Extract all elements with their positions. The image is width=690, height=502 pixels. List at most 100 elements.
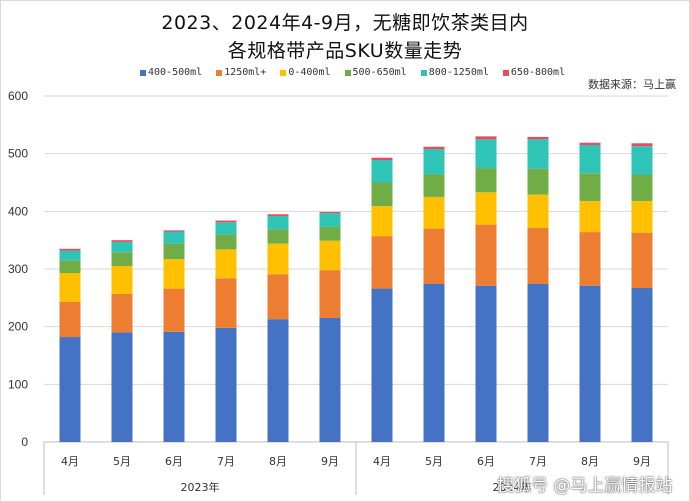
bar-segment	[527, 136, 549, 140]
y-tick-label: 0	[21, 435, 28, 449]
bar-segment	[579, 232, 601, 286]
bar-segment	[163, 331, 185, 442]
bar-segment	[267, 215, 289, 230]
bar-segment	[371, 206, 393, 237]
y-tick-label: 500	[8, 147, 28, 161]
bar-segment	[631, 200, 653, 233]
watermark: 搜狐号 @马上赢情报站	[497, 476, 673, 496]
bar-segment	[215, 327, 237, 442]
bar-segment	[267, 229, 289, 244]
legend-item: 0-400ml	[280, 67, 331, 78]
bar-segment	[579, 200, 601, 233]
bar-segment	[59, 260, 81, 274]
legend-swatch	[280, 69, 287, 76]
x-tick-label: 7月	[217, 455, 235, 468]
bar-segment	[319, 211, 341, 214]
bar-segment	[111, 252, 133, 267]
legend-item: 650-800ml	[502, 67, 566, 78]
x-tick-label: 9月	[633, 455, 651, 468]
bar-segment	[579, 145, 601, 174]
bar-segment	[631, 146, 653, 176]
bar-segment	[319, 318, 341, 442]
source-note: 数据来源：马上赢	[588, 78, 676, 91]
bar-segment	[267, 274, 289, 320]
bar-segment	[111, 332, 133, 442]
bar-segment	[631, 175, 653, 201]
x-tick-label: 8月	[581, 455, 599, 468]
bar-segment	[475, 139, 497, 169]
bar-segment	[319, 213, 341, 227]
bar-segment	[319, 270, 341, 319]
bar-segment	[527, 139, 549, 169]
x-tick-label: 9月	[321, 455, 339, 468]
y-tick-label: 600	[8, 89, 28, 103]
group-label: 2023年	[181, 480, 220, 494]
legend-item: 1250ml+	[216, 67, 266, 78]
bar-segment	[475, 192, 497, 225]
bar-segment	[631, 232, 653, 289]
legend-swatch	[502, 69, 509, 76]
bar-segment	[475, 224, 497, 286]
y-tick-label: 100	[8, 377, 28, 391]
legend-item: 500-650ml	[344, 67, 407, 78]
x-tick-label: 6月	[165, 455, 183, 468]
bar-segment	[579, 285, 601, 442]
bar-segment	[319, 226, 341, 241]
legend: 400-500ml 1250ml+ 0-400ml 500-650ml 800-1250…	[140, 67, 565, 78]
bar-segment	[215, 249, 237, 279]
x-tick-label: 4月	[61, 455, 79, 468]
bar-segment	[527, 168, 549, 195]
bar-segment	[111, 240, 133, 242]
bar-segment	[371, 288, 393, 442]
bar-segment	[111, 266, 133, 294]
bar-segment	[59, 250, 81, 261]
chart-title: 2023、2024年4-9月，无糖即饮茶类目内	[161, 12, 529, 34]
bar-segment	[59, 248, 81, 251]
x-tick-label: 6月	[477, 455, 495, 468]
legend-label: 1250ml+	[224, 67, 267, 78]
bar-segment	[371, 157, 393, 161]
legend-swatch	[420, 69, 427, 76]
bar-segment	[371, 236, 393, 289]
y-tick-label: 200	[8, 320, 28, 334]
x-tick-label: 4月	[373, 455, 391, 468]
bar-segment	[423, 283, 445, 442]
bar-segment	[59, 301, 81, 338]
x-tick-label: 5月	[425, 455, 443, 468]
bar-segment	[163, 288, 185, 332]
bar-segment	[267, 243, 289, 275]
bar-segment	[163, 231, 185, 244]
legend-label: 800-1250ml	[428, 67, 489, 78]
bar-segment	[423, 149, 445, 175]
bar-segment	[59, 337, 81, 442]
legend-item: 400-500ml	[140, 67, 202, 78]
x-tick-label: 5月	[113, 455, 131, 468]
legend-swatch	[140, 69, 146, 76]
bar-segment	[163, 259, 185, 289]
bar-segment	[267, 319, 289, 442]
legend-label: 650-800ml	[510, 67, 566, 78]
y-tick-label: 400	[8, 204, 28, 218]
legend-label: 400-500ml	[148, 67, 203, 78]
chart-subtitle: 各规格带产品SKU数量走势	[227, 40, 463, 62]
bar-segment	[163, 243, 185, 260]
legend-label: 500-650ml	[352, 67, 407, 78]
bar-segment	[371, 160, 393, 183]
bar-segment	[215, 234, 237, 250]
bar-segment	[267, 214, 289, 216]
bar-segment	[215, 222, 237, 235]
bar-segment	[215, 278, 237, 328]
bar-segment	[371, 182, 393, 207]
bar-segment	[215, 220, 237, 223]
bar-segment	[527, 228, 549, 284]
bar-segment	[423, 228, 445, 284]
bar-segment	[579, 173, 601, 201]
bar-segment	[631, 288, 653, 442]
legend-item: 800-1250ml	[420, 67, 489, 78]
bar-segment	[111, 241, 133, 253]
legend-label: 0-400ml	[288, 67, 331, 78]
bar-segment	[475, 285, 497, 442]
bar-segment	[163, 230, 185, 232]
legend-swatch	[344, 69, 351, 76]
